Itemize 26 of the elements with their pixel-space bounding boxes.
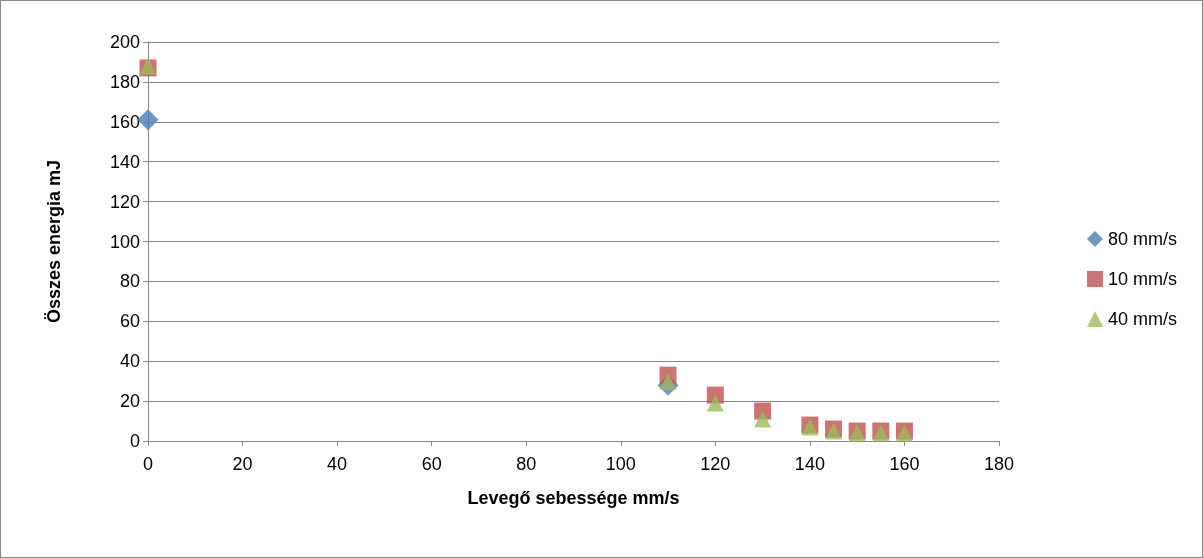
- x-tick-label: 160: [889, 454, 920, 474]
- x-tick-label: 0: [142, 454, 154, 474]
- y-tick-label: 20: [119, 391, 140, 412]
- legend-label: 80 mm/s: [1107, 229, 1177, 249]
- y-tick-label: 100: [109, 231, 140, 252]
- x-tick-label: 60: [421, 454, 442, 474]
- x-tick-label: 100: [605, 454, 636, 474]
- y-tick-label: 120: [109, 191, 140, 212]
- y-tick-label: 80: [119, 271, 140, 292]
- y-tick-label: 180: [109, 71, 140, 92]
- x-tick-label: 80: [516, 454, 537, 474]
- y-tick-label: 200: [109, 32, 140, 52]
- y-tick-label: 60: [119, 311, 140, 332]
- x-tick-label: 180: [983, 454, 1015, 474]
- x-axis-title: Levegő sebessége mm/s: [467, 488, 680, 508]
- y-tick-label: 40: [119, 351, 140, 372]
- y-tick-label: 160: [109, 111, 140, 132]
- x-tick-label: 140: [794, 454, 825, 474]
- x-tick-label: 40: [327, 454, 348, 474]
- legend-label: 40 mm/s: [1107, 309, 1177, 329]
- x-tick-label: 120: [700, 454, 731, 474]
- y-tick-label: 0: [129, 431, 140, 451]
- legend-label: 10 mm/s: [1107, 269, 1177, 289]
- y-tick-label: 140: [109, 151, 140, 172]
- y-axis-title: Összes energia mJ: [44, 159, 64, 324]
- x-tick-label: 20: [232, 454, 253, 474]
